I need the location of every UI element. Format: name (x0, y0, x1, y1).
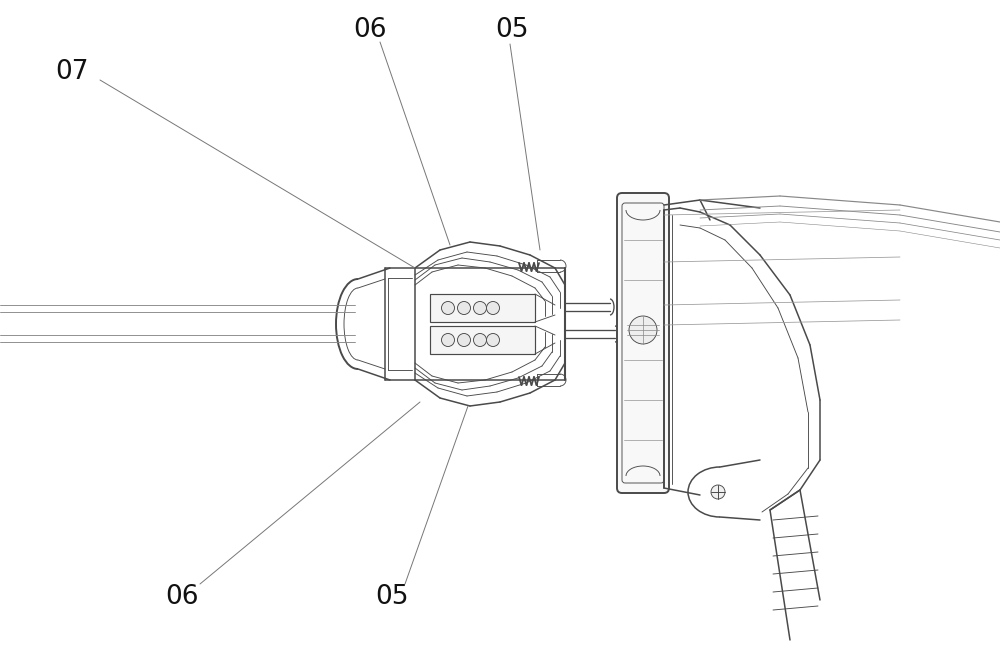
Circle shape (458, 334, 471, 347)
Circle shape (629, 316, 657, 344)
Circle shape (442, 334, 454, 347)
Text: 06: 06 (353, 17, 387, 43)
Text: 05: 05 (375, 584, 409, 610)
Text: 06: 06 (165, 584, 199, 610)
Text: 05: 05 (495, 17, 529, 43)
Text: 07: 07 (55, 59, 89, 85)
Circle shape (442, 302, 454, 315)
Circle shape (486, 334, 500, 347)
Circle shape (474, 302, 486, 315)
Circle shape (711, 485, 725, 499)
FancyBboxPatch shape (617, 193, 669, 493)
Bar (430, 294, 535, 322)
Circle shape (458, 302, 471, 315)
Bar (430, 326, 535, 354)
Circle shape (474, 334, 486, 347)
Circle shape (486, 302, 500, 315)
